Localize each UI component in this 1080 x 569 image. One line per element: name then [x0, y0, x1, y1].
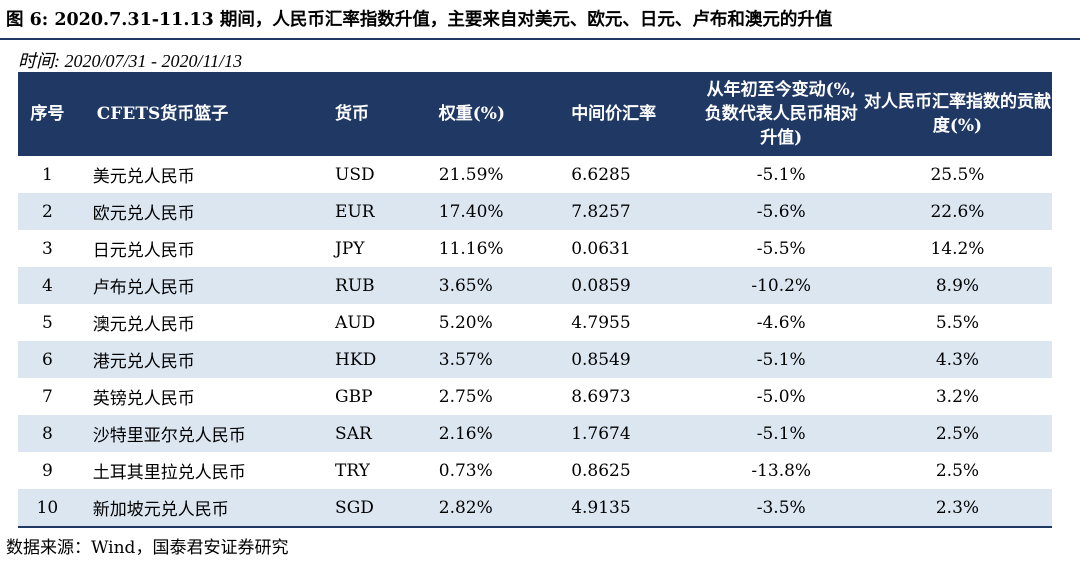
header-rate: 中间价汇率: [543, 72, 700, 156]
period-label: 时间: 2020/07/31 - 2020/11/13: [18, 51, 243, 71]
header-currency: 货币: [329, 72, 421, 156]
cell-contribution: 22.6%: [862, 193, 1052, 230]
cell-rate: 0.8625: [571, 460, 631, 481]
cell-rate: 0.0859: [543, 267, 700, 304]
cell-index: 6: [18, 341, 77, 378]
cell-contribution: 2.3%: [862, 489, 1052, 528]
cell-rate: 4.7955: [571, 312, 631, 333]
header-index: 序号: [18, 72, 77, 156]
table-row: 6 港元兑人民币 HKD 3.57% 0.8549 -5.1% 4.3%: [18, 341, 1052, 378]
table-row: 8 沙特里亚尔兑人民币 SAR 2.16% 1.7674 -5.1% 2.5%: [18, 415, 1052, 452]
cell-contribution: 2.5%: [862, 415, 1052, 452]
cell-rate: 4.9135: [543, 489, 700, 528]
cell-currency: AUD: [335, 312, 376, 333]
cell-basket: 澳元兑人民币: [92, 315, 195, 335]
cell-basket: 卢布兑人民币: [76, 267, 330, 304]
table-row: 5 澳元兑人民币 AUD 5.20% 4.7955 -4.6% 5.5%: [18, 304, 1052, 341]
table-row: 10 新加坡元兑人民币 SGD 2.82% 4.9135 -3.5% 2.3%: [18, 489, 1052, 528]
cell-currency: HKD: [329, 341, 421, 378]
table-row: 3 日元兑人民币 JPY 11.16% 0.0631 -5.5% 14.2%: [18, 230, 1052, 267]
cell-change: -5.1%: [756, 164, 806, 185]
cell-currency: SGD: [329, 489, 421, 528]
cell-weight: 5.20%: [438, 312, 493, 333]
header-weight: 权重(%): [420, 72, 544, 156]
cell-currency: GBP: [335, 386, 373, 407]
cell-basket: 日元兑人民币: [92, 241, 195, 261]
cell-index: 10: [18, 489, 77, 528]
cell-change: -5.1%: [699, 341, 863, 378]
cell-index: 2: [18, 193, 77, 230]
cell-currency: USD: [335, 164, 375, 185]
cell-contribution: 8.9%: [862, 267, 1052, 304]
title-divider: [0, 38, 1080, 40]
table-row: 4 卢布兑人民币 RUB 3.65% 0.0859 -10.2% 8.9%: [18, 267, 1052, 304]
cell-index: 5: [41, 312, 53, 333]
cell-index: 4: [18, 267, 77, 304]
cell-contribution: 3.2%: [935, 386, 980, 407]
cell-change: -5.6%: [699, 193, 863, 230]
cell-weight: 3.57%: [420, 341, 544, 378]
cell-currency: TRY: [335, 460, 370, 481]
cell-rate: 6.6285: [571, 164, 631, 185]
cell-basket: 土耳其里拉兑人民币: [92, 463, 246, 483]
cell-weight: 2.16%: [420, 415, 544, 452]
table-header-row: 序号 CFETS货币篮子 货币 权重(%) 中间价汇率 从年初至今变动(%,负数…: [18, 72, 1052, 156]
cell-basket: 港元兑人民币: [76, 341, 330, 378]
cell-contribution: 14.2%: [930, 238, 985, 259]
cell-weight: 21.59%: [438, 164, 504, 185]
cell-basket: 欧元兑人民币: [76, 193, 330, 230]
cell-weight: 17.40%: [420, 193, 544, 230]
cell-weight: 0.73%: [438, 460, 493, 481]
cell-basket: 英镑兑人民币: [92, 389, 195, 409]
cell-weight: 2.82%: [420, 489, 544, 528]
cell-contribution: 4.3%: [862, 341, 1052, 378]
cell-currency: JPY: [335, 238, 365, 259]
cell-weight: 2.75%: [438, 386, 493, 407]
cell-index: 3: [41, 238, 53, 259]
cell-change: -13.8%: [751, 460, 812, 481]
cell-change: -10.2%: [699, 267, 863, 304]
cell-change: -4.6%: [756, 312, 806, 333]
cell-index: 1: [41, 164, 53, 185]
cell-currency: SAR: [329, 415, 421, 452]
cell-index: 9: [41, 460, 53, 481]
source-note: 数据来源：Wind，国泰君安证券研究: [6, 538, 289, 558]
cell-contribution: 2.5%: [935, 460, 980, 481]
table-row: 9 土耳其里拉兑人民币 TRY 0.73% 0.8625 -13.8% 2.5%: [18, 452, 1052, 489]
table-row: 1 美元兑人民币 USD 21.59% 6.6285 -5.1% 25.5%: [18, 156, 1052, 193]
cell-currency: RUB: [329, 267, 421, 304]
cell-rate: 7.8257: [543, 193, 700, 230]
cell-contribution: 5.5%: [935, 312, 980, 333]
cell-basket: 沙特里亚尔兑人民币: [76, 415, 330, 452]
cell-currency: EUR: [329, 193, 421, 230]
cell-change: -5.5%: [756, 238, 806, 259]
cell-weight: 11.16%: [438, 238, 504, 259]
table-row: 7 英镑兑人民币 GBP 2.75% 8.6973 -5.0% 3.2%: [18, 378, 1052, 415]
cell-basket: 新加坡元兑人民币: [76, 489, 330, 528]
cfets-basket-table: 序号 CFETS货币篮子 货币 权重(%) 中间价汇率 从年初至今变动(%,负数…: [18, 72, 1052, 528]
header-contribution: 对人民币汇率指数的贡献度(%): [862, 72, 1052, 156]
table-row: 2 欧元兑人民币 EUR 17.40% 7.8257 -5.6% 22.6%: [18, 193, 1052, 230]
cell-change: -5.0%: [756, 386, 806, 407]
figure-title: 图 6: 2020.7.31-11.13 期间，人民币汇率指数升值，主要来自对美…: [6, 10, 833, 30]
cell-rate: 1.7674: [543, 415, 700, 452]
cell-rate: 8.6973: [571, 386, 631, 407]
cell-contribution: 25.5%: [930, 164, 985, 185]
cell-rate: 0.0631: [571, 238, 631, 259]
cell-rate: 0.8549: [543, 341, 700, 378]
cell-change: -3.5%: [699, 489, 863, 528]
header-change: 从年初至今变动(%,负数代表人民币相对升值): [699, 72, 863, 156]
header-basket: CFETS货币篮子: [76, 72, 330, 156]
cell-weight: 3.65%: [420, 267, 544, 304]
cell-change: -5.1%: [699, 415, 863, 452]
cell-index: 8: [18, 415, 77, 452]
cell-basket: 美元兑人民币: [92, 167, 195, 187]
cell-index: 7: [41, 386, 53, 407]
